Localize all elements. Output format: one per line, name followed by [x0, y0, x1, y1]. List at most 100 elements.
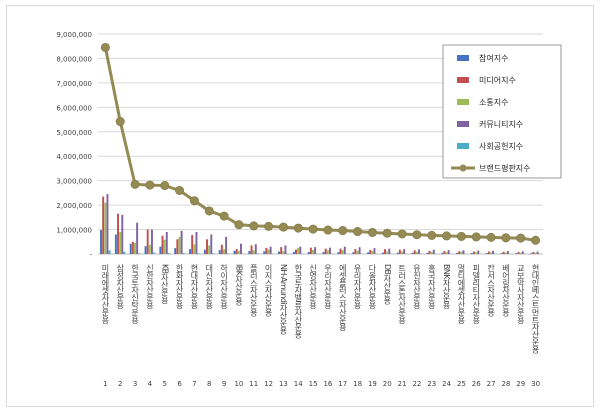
legend-label: 참여지수: [479, 53, 508, 63]
x-category-label: 대신자산운용: [204, 264, 213, 309]
bar: [123, 251, 126, 254]
y-tick-label: -: [89, 251, 92, 259]
legend-label: 미디어지수: [479, 75, 516, 85]
bar: [462, 250, 465, 254]
bar: [129, 243, 132, 254]
bar: [487, 251, 490, 254]
line-point: [115, 117, 125, 127]
y-tick-label: 9,000,000: [56, 31, 92, 39]
line-point: [516, 233, 526, 243]
bar: [102, 196, 105, 254]
x-category-label: 한국투자밸류자산운용: [293, 264, 302, 339]
y-tick-label: 1,000,000: [56, 227, 92, 235]
x-rank-label: 6: [177, 380, 182, 388]
bar: [203, 249, 206, 254]
line-point: [175, 185, 185, 195]
x-rank-label: 19: [368, 380, 377, 388]
legend-swatch: [457, 99, 469, 105]
bar: [134, 243, 136, 254]
x-rank-label: 2: [118, 380, 122, 388]
y-tick-label: 5,000,000: [56, 129, 92, 137]
x-rank-label: 25: [457, 380, 466, 388]
bar: [530, 253, 533, 254]
x-category-label: 현대인베스트먼트자산운용: [531, 264, 540, 353]
bar: [265, 247, 268, 254]
line-point: [278, 222, 288, 232]
bar: [312, 249, 314, 254]
x-rank-label: 23: [427, 380, 436, 388]
bar: [136, 222, 139, 254]
bar: [519, 252, 522, 254]
bar: [248, 251, 251, 254]
bar: [443, 251, 446, 254]
bar: [441, 252, 444, 254]
bar: [197, 253, 200, 254]
x-category-label: 흥국자산운용: [427, 263, 436, 309]
bar: [470, 253, 473, 254]
x-rank-label: 20: [383, 380, 392, 388]
legend-marker: [459, 164, 467, 172]
bar: [386, 251, 389, 254]
bar: [388, 248, 391, 254]
x-rank-label: 1: [103, 380, 107, 388]
bar: [477, 250, 480, 254]
line-point: [471, 232, 481, 242]
bar: [193, 244, 196, 254]
bar: [358, 247, 361, 254]
x-rank-label: 24: [442, 380, 451, 388]
x-category-label: DB자산운용: [382, 264, 391, 305]
bar: [367, 252, 370, 254]
line-point: [219, 211, 229, 221]
x-rank-label: 7: [192, 380, 196, 388]
bar: [403, 249, 406, 254]
bar: [485, 253, 488, 254]
bar: [263, 251, 266, 254]
x-category-label: 한국투자신탁운용: [130, 264, 139, 324]
x-rank-label: 5: [163, 380, 167, 388]
x-rank-label: 4: [148, 380, 153, 388]
line-point: [293, 223, 303, 233]
bar: [417, 249, 420, 254]
bar: [373, 248, 376, 254]
x-category-label: 교보악사자산운용: [516, 264, 525, 324]
x-category-label: 베어링자산운용: [501, 264, 510, 316]
bar: [432, 249, 435, 254]
bar: [502, 251, 505, 254]
bar: [328, 247, 331, 254]
x-rank-label: 13: [279, 380, 288, 388]
x-axis-rank-labels: 1 2 3 4 5 6 7 8 9 10 11 12 13 14 15 16 17 18 19 20 21 22 23 24 2…: [103, 380, 540, 388]
x-category-label: 다올자산운용: [368, 264, 377, 309]
gridlines: [98, 33, 543, 255]
line-point: [382, 228, 392, 238]
bar: [239, 243, 242, 254]
line-point: [249, 221, 259, 231]
x-category-label: 플러스자산운용: [249, 264, 258, 316]
y-tick-label: 7,000,000: [56, 80, 92, 88]
x-category-label: 한화자산운용: [175, 264, 184, 309]
x-category-label: 신영자산운용: [308, 264, 317, 309]
bar: [153, 252, 156, 254]
bar: [237, 251, 240, 254]
x-rank-label: 8: [207, 380, 211, 388]
line-point: [412, 230, 422, 240]
bar: [252, 250, 255, 254]
bar: [536, 251, 539, 254]
bar: [233, 250, 236, 254]
bar: [161, 235, 164, 254]
bar: [506, 251, 509, 254]
bar: [445, 252, 448, 254]
bar: [369, 249, 372, 254]
x-rank-label: 30: [531, 380, 540, 388]
x-rank-label: 14: [294, 380, 303, 388]
bar: [269, 246, 272, 254]
x-category-label: 미래에셋자산운용: [101, 264, 110, 324]
bar: [456, 252, 459, 254]
bar: [121, 214, 124, 254]
x-category-label: 칸서스자산운용: [486, 263, 495, 316]
line-point: [264, 221, 274, 231]
x-rank-label: 15: [309, 380, 318, 388]
line-point: [501, 233, 511, 243]
x-category-label: 에셋플러스자산운용: [338, 264, 347, 331]
bar: [401, 251, 403, 254]
x-rank-label: 16: [323, 380, 332, 388]
